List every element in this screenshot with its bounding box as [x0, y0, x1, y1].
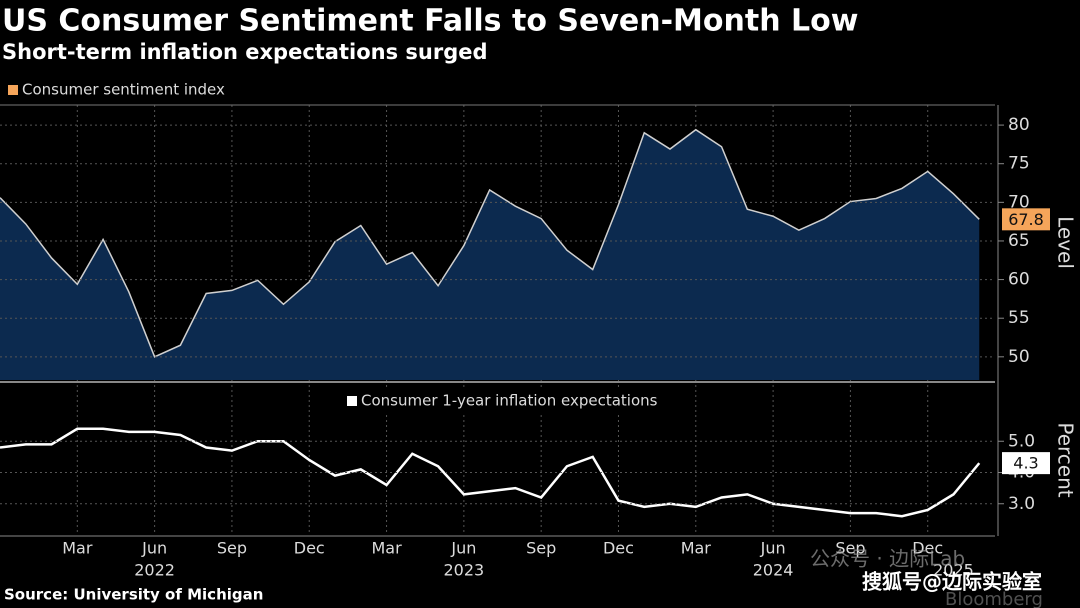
y-tick-label: 70 [1008, 192, 1030, 212]
x-tick-label: Mar [371, 539, 402, 558]
source: Source: University of Michigan [4, 586, 263, 604]
legend-label: Consumer sentiment index [22, 81, 225, 99]
area [0, 129, 980, 380]
y-tick-label: 65 [1008, 231, 1030, 251]
x-tick-label: Mar [62, 539, 93, 558]
x-tick-label: Sep [526, 539, 556, 558]
x-tick-label: Sep [217, 539, 247, 558]
chart-subtitle: Short-term inflation expectations surged [2, 40, 488, 64]
value-label-box [1002, 452, 1050, 475]
y-tick-label: 75 [1008, 154, 1030, 174]
line [0, 427, 981, 518]
watermark: 公众号 · 边际Lab [810, 547, 965, 571]
x-tick-label: Dec [603, 539, 634, 558]
legend-swatch [8, 85, 18, 95]
x-tick-label: Dec [294, 539, 325, 558]
y-tick-label: 60 [1008, 270, 1030, 290]
x-year-label: 2023 [444, 561, 485, 580]
y-tick-label: 55 [1008, 308, 1030, 328]
legend-swatch [347, 396, 357, 406]
x-tick-label: Jun [141, 539, 167, 558]
chart-title: US Consumer Sentiment Falls to Seven-Mon… [2, 4, 858, 39]
watermark: 搜狐号@边际实验室 [862, 570, 1042, 594]
watermark: Bloomberg [945, 589, 1043, 608]
value-label-box [1002, 208, 1050, 231]
legend-bg [343, 390, 665, 412]
y-tick-label: 80 [1008, 115, 1030, 135]
x-tick-label: Sep [835, 539, 865, 558]
y-tick-label: 50 [1008, 347, 1030, 367]
area-line [0, 128, 980, 358]
x-tick-label: Jun [760, 539, 786, 558]
legend-label: Consumer 1-year inflation expectations [361, 392, 658, 410]
y-tick-label: 3.0 [1008, 494, 1035, 514]
x-tick-label: Dec [912, 539, 943, 558]
x-year-label: 2024 [753, 561, 794, 580]
x-tick-label: Mar [681, 539, 712, 558]
x-tick-label: Jun [450, 539, 476, 558]
y-axis-title: Level [1054, 216, 1078, 269]
x-year-label: 2022 [134, 561, 175, 580]
value-label: 4.3 [1013, 454, 1038, 473]
y-tick-label: 5.0 [1008, 431, 1035, 451]
value-label: 67.8 [1008, 210, 1044, 229]
x-year-label: 2025 [933, 561, 974, 580]
y-axis-title: Percent [1054, 422, 1078, 497]
